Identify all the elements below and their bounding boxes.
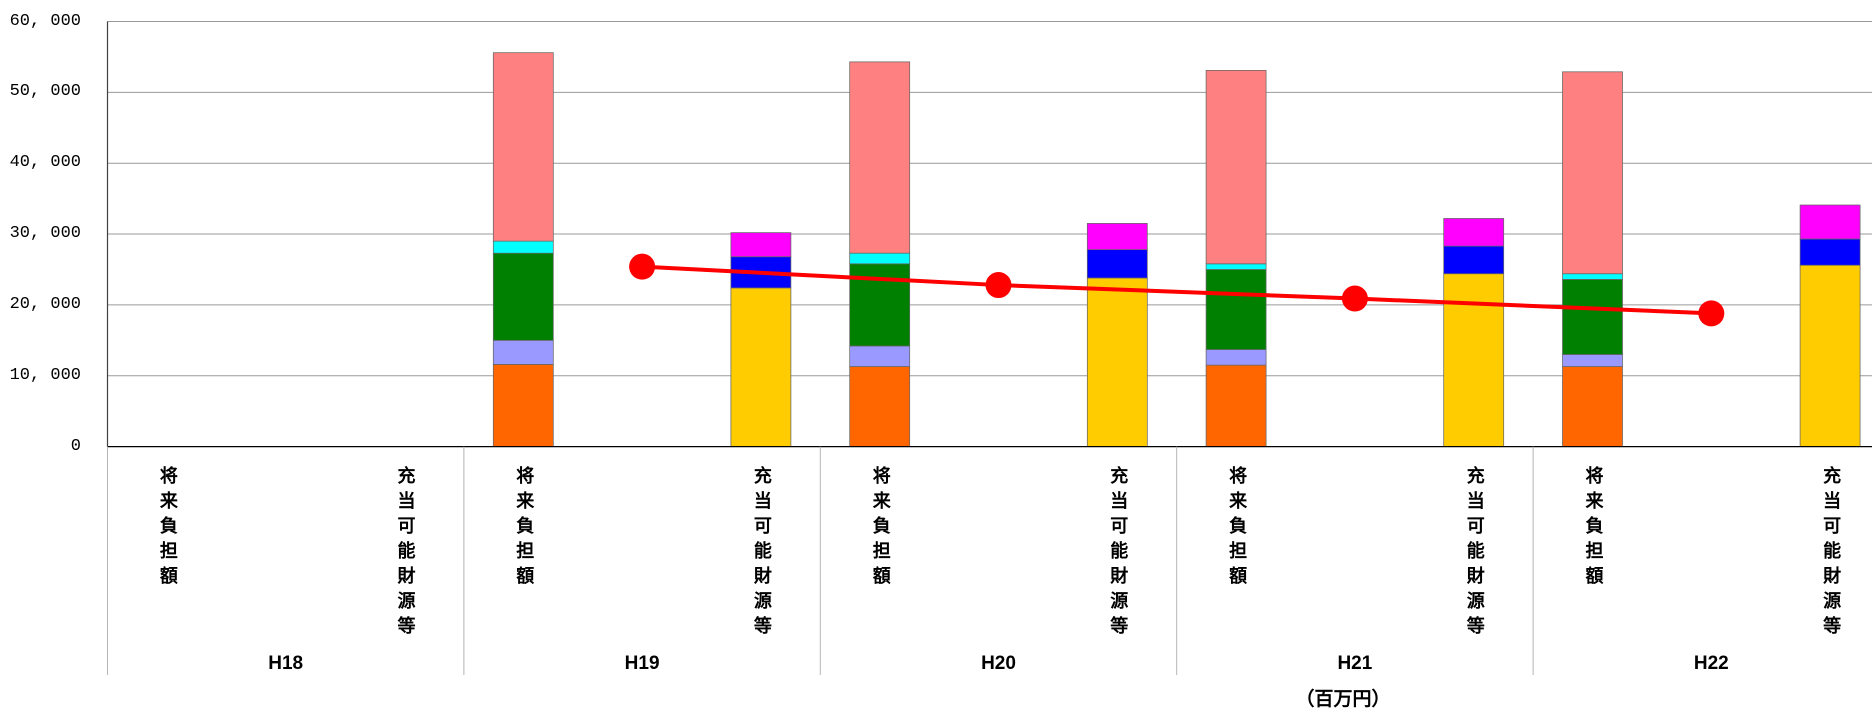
category-label: 将来負担額 [1582,466,1604,591]
y-tick-label: 40, 000 [9,153,81,173]
category-label: 将来負担額 [513,466,535,591]
unit-label: （百万円） [1295,688,1391,710]
series-line [641,264,1712,316]
bar-segment [492,52,554,242]
bar-segment [1205,70,1267,265]
bar-segment [1205,263,1267,270]
y-tick-label: 30, 000 [9,224,81,244]
bar-segment [1443,273,1505,447]
bar-segment [1799,238,1861,266]
category-label: 充当可能財源等 [750,466,772,641]
bar-segment [1443,218,1505,247]
y-tick-label: 50, 000 [9,82,81,102]
group-label: H22 [1693,653,1729,674]
bar-segment [849,252,911,265]
bar-segment [849,61,911,254]
bar-segment [1086,223,1148,251]
bar-segment [1086,249,1148,279]
bar-segment [492,240,554,254]
bar-segment [1562,273,1623,280]
bar-segment [1562,279,1623,355]
line-point [1341,285,1368,312]
group-label: H18 [268,653,304,674]
bar-segment [1799,264,1861,447]
y-tick-label: 10, 000 [9,365,81,385]
group-label: H20 [981,653,1016,674]
group-label: H19 [624,653,660,674]
bar-segment [1562,366,1623,447]
bar-segment [492,252,554,341]
bar-segment [492,339,554,365]
bar-segment [1205,364,1267,447]
bar-segment [849,366,911,447]
bar-segment [1205,269,1267,350]
bar-segment [1086,277,1148,447]
line-point [629,253,656,280]
bar-segment [849,345,911,367]
y-tick-label: 20, 000 [9,294,81,314]
category-label: 将来負担額 [1226,466,1248,591]
bar-segment [1205,349,1267,366]
category-label: 充当可能財源等 [394,466,416,641]
category-label: 充当可能財源等 [1820,466,1842,641]
category-label: 将来負担額 [156,466,178,591]
y-tick-label: 0 [70,436,81,456]
category-label: 充当可能財源等 [1463,466,1485,641]
line-point [985,272,1012,299]
category-label: 充当可能財源等 [1107,466,1129,641]
y-tick-label: 60, 000 [9,11,81,31]
bar-segment [1562,354,1623,367]
bar-segment [492,364,554,447]
bar-segment [1799,204,1861,240]
bar-segment [1562,71,1623,275]
bar-segment [1443,245,1505,275]
group-label: H21 [1337,653,1373,674]
bar-segment [730,287,792,447]
bar-segment [730,232,792,258]
line-point [1698,300,1725,327]
category-label: 将来負担額 [869,466,891,591]
